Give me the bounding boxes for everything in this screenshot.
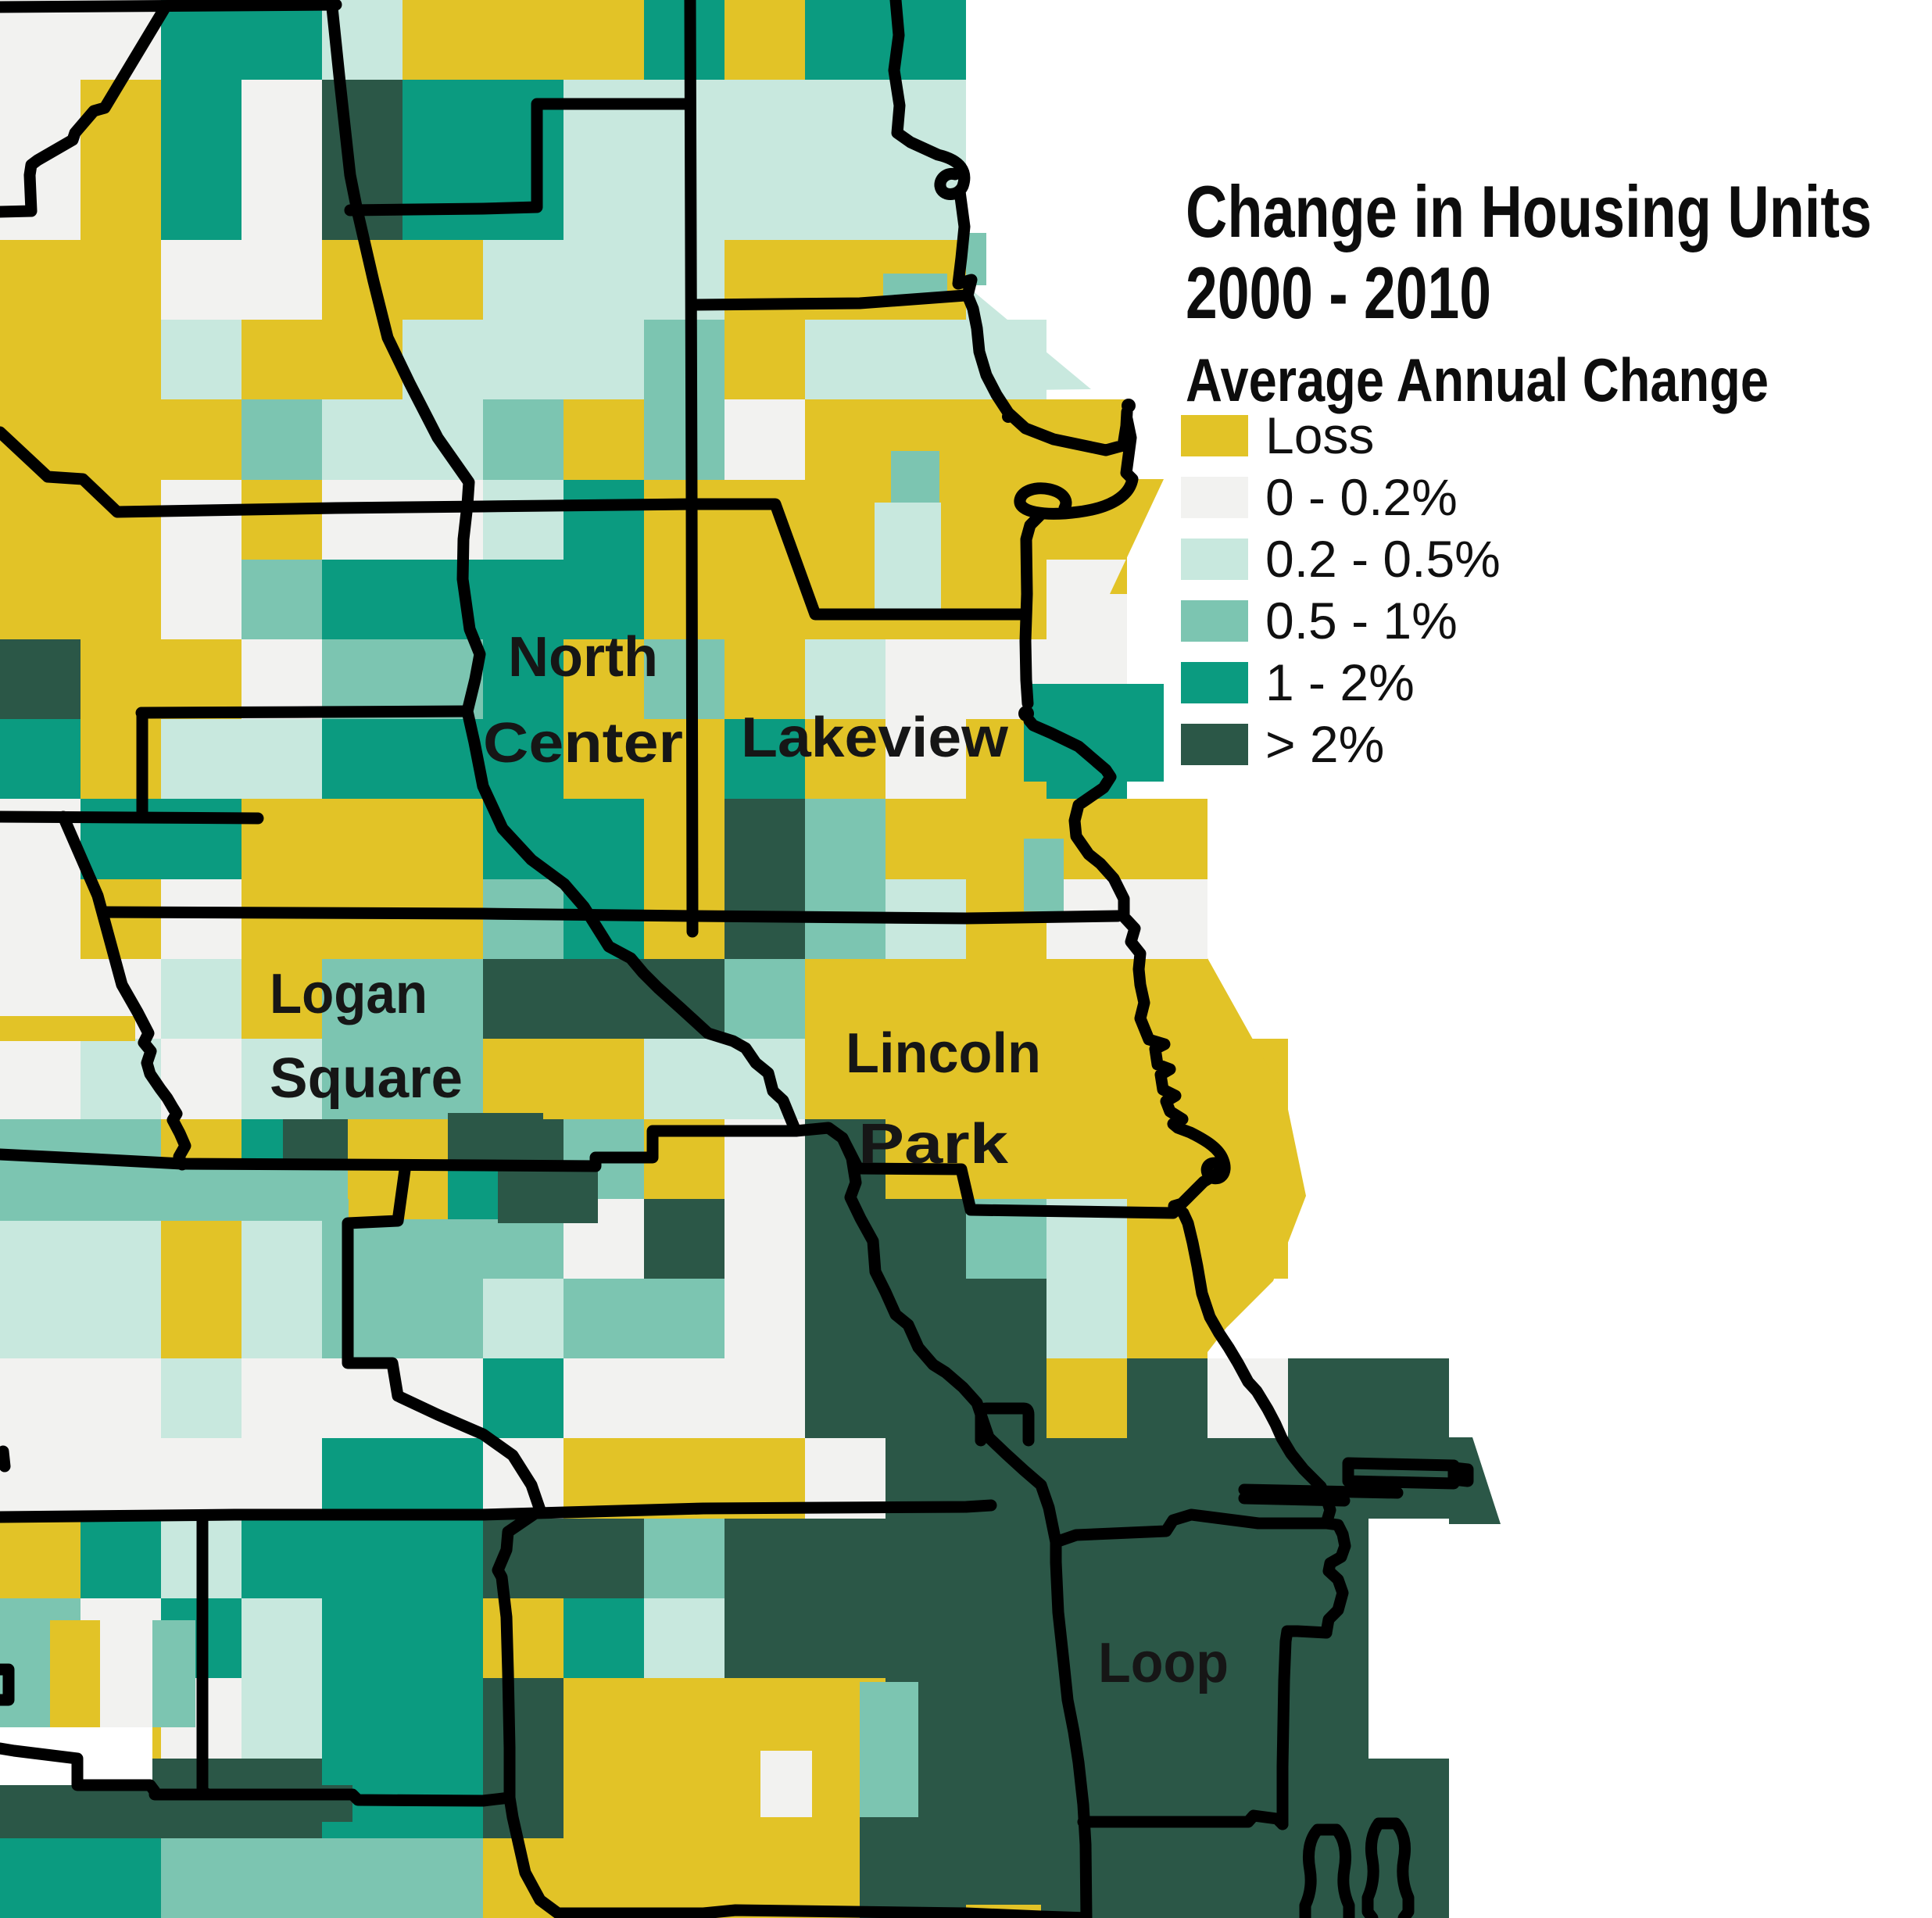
svg-text:Loop: Loop [1098,1632,1229,1694]
svg-text:Logan: Logan [270,963,428,1025]
svg-text:Lakeview: Lakeview [741,707,1009,769]
svg-text:0.2 - 0.5%: 0.2 - 0.5% [1265,530,1501,588]
svg-text:Average Annual Change: Average Annual Change [1186,345,1769,414]
svg-text:North: North [508,626,658,689]
svg-text:Square: Square [270,1047,463,1110]
svg-text:Change in Housing Units: Change in Housing Units [1186,170,1872,252]
svg-text:2000 - 2010: 2000 - 2010 [1186,252,1491,334]
svg-text:Center: Center [483,712,683,775]
svg-text:1 - 2%: 1 - 2% [1265,653,1415,711]
svg-text:Loss: Loss [1265,406,1374,464]
svg-text:0 - 0.2%: 0 - 0.2% [1265,468,1458,526]
svg-text:Park: Park [858,1113,1009,1175]
svg-text:0.5 - 1%: 0.5 - 1% [1265,592,1458,649]
svg-text:> 2%: > 2% [1265,715,1384,773]
svg-text:Lincoln: Lincoln [846,1022,1041,1085]
